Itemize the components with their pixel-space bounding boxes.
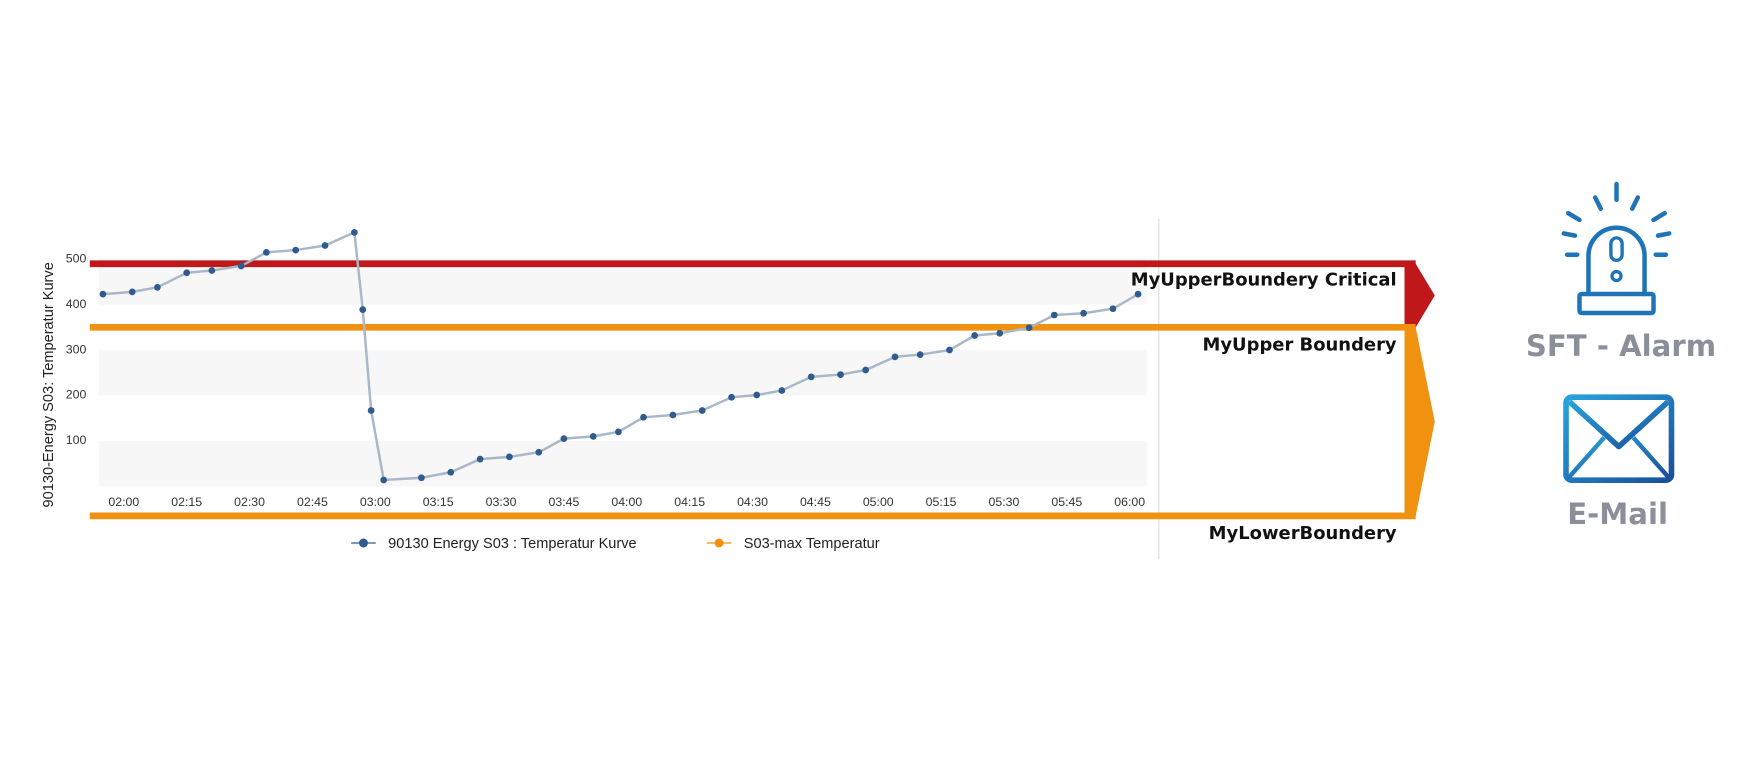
data-point [560, 435, 568, 443]
data-point [367, 407, 375, 414]
data-point [380, 476, 388, 484]
x-tick-label: 05:15 [926, 495, 957, 509]
data-point [183, 269, 191, 277]
data-point [891, 353, 899, 361]
legend-label: S03-max Temperatur [744, 536, 880, 552]
data-point [1050, 311, 1058, 319]
data-point [753, 391, 761, 399]
x-tick-label: 03:45 [548, 495, 579, 509]
data-point [1080, 309, 1087, 317]
boundary-arrow [1404, 327, 1435, 516]
data-point [996, 329, 1004, 337]
legend-label: 90130 Energy S03 : Temperatur Kurve [388, 536, 637, 552]
x-tick-label: 06:00 [1114, 495, 1145, 509]
data-point [1109, 305, 1117, 313]
x-tick-label: 05:00 [863, 495, 894, 509]
legend-marker [714, 538, 724, 548]
x-tick-label: 04:30 [737, 495, 768, 509]
data-point [237, 262, 245, 270]
data-point [1025, 324, 1033, 332]
series-line [102, 230, 1139, 482]
data-point [837, 371, 844, 378]
data-point [262, 248, 270, 256]
boundary-label: MyLowerBoundery [1209, 523, 1397, 544]
legend-marker [358, 538, 368, 548]
x-tick-label: 05:45 [1051, 495, 1082, 509]
data-point [807, 373, 815, 381]
data-point [418, 474, 425, 482]
data-point [359, 306, 367, 313]
x-tick-label: 02:30 [234, 495, 265, 509]
x-tick-label: 04:45 [800, 495, 831, 509]
data-point [862, 366, 870, 374]
data-point [154, 283, 161, 291]
y-tick-label: 500 [66, 251, 87, 265]
data-point [1134, 290, 1142, 298]
email-label: E-Mail [1567, 497, 1668, 531]
boundary-arrow [1404, 263, 1435, 328]
alarm-icon [1561, 181, 1672, 316]
data-point [292, 246, 300, 254]
y-tick-label: 300 [66, 342, 87, 356]
boundary-label: MyUpperBoundery Critical [1131, 270, 1397, 291]
data-point [615, 428, 622, 436]
data-point [669, 411, 677, 419]
data-point [728, 393, 735, 401]
data-point [476, 455, 484, 463]
x-tick-label: 03:00 [360, 495, 391, 509]
x-tick-label: 02:45 [297, 495, 328, 509]
grid-band [98, 440, 1147, 487]
x-tick-label: 03:30 [486, 495, 517, 509]
data-point [447, 468, 455, 476]
y-tick-label: 100 [66, 433, 87, 447]
x-tick-label: 03:15 [423, 495, 454, 509]
x-tick-label: 04:00 [611, 495, 642, 509]
data-point [351, 228, 358, 236]
data-point [208, 267, 216, 274]
data-point [535, 448, 543, 456]
data-point [589, 433, 597, 440]
y-tick-label: 400 [66, 297, 87, 311]
y-axis-label: 90130-Energy S03: Temperatur Kurve [41, 262, 57, 507]
alarm-label: SFT - Alarm [1526, 329, 1716, 363]
data-point [128, 288, 136, 296]
x-tick-label: 04:15 [674, 495, 705, 509]
boundary-label: MyUpper Boundery [1203, 334, 1397, 355]
x-tick-label: 02:00 [108, 495, 139, 509]
data-point [946, 346, 953, 354]
data-point [99, 290, 107, 298]
x-tick-label: 05:30 [989, 495, 1020, 509]
data-point [640, 413, 647, 421]
y-tick-label: 200 [66, 388, 87, 402]
data-point [778, 387, 786, 394]
data-point [916, 351, 924, 358]
data-point [971, 332, 979, 339]
email-icon [1563, 394, 1675, 483]
x-tick-label: 02:15 [171, 495, 202, 509]
data-point [698, 407, 706, 414]
grid-band [98, 350, 1147, 396]
data-point [506, 453, 513, 461]
data-point [321, 242, 329, 249]
